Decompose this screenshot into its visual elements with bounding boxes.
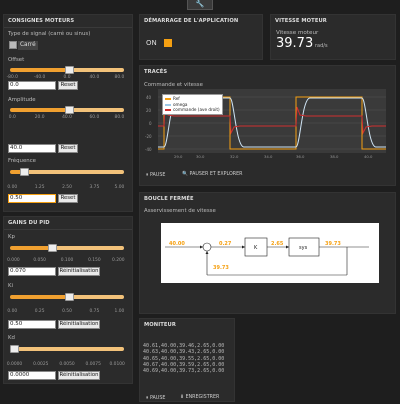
boucle-panel: BOUCLE FERMÉE Asservissement de vitesse … [139, 192, 396, 314]
moniteur-title: MONITEUR [144, 322, 176, 328]
ki-slider-thumb[interactable] [65, 293, 74, 301]
vitesse-value: 39.73 [276, 36, 314, 51]
moniteur-save-button[interactable]: ⬇ ENREGISTRER [180, 395, 220, 400]
kd-input[interactable]: 0.0000 [8, 371, 56, 380]
kp-input[interactable]: 0.070 [8, 267, 56, 276]
svg-text:39.73: 39.73 [213, 265, 229, 271]
ki-label: Ki [8, 283, 14, 289]
traces-pause-export-button[interactable]: 🔍 PAUSER ET EXPLORER [182, 172, 243, 177]
signal-type-label: Type de signal (carré ou sinus) [8, 31, 91, 37]
moniteur-log: 40.61,40.00,39.46,2.65,0.00 40.63,40.00,… [143, 343, 224, 374]
ki-reset-button[interactable]: Réinitialisation [58, 320, 100, 329]
traces-plot: 40 20 0 -20 -40 29.0 30.0 32.0 34.0 36.0 38.0… [145, 89, 386, 159]
svg-text:30.0: 30.0 [196, 154, 205, 159]
on-toggle[interactable] [164, 39, 172, 47]
traces-pause-button[interactable]: ⏸ PAUSE [146, 173, 166, 178]
svg-text:29.0: 29.0 [174, 154, 183, 159]
svg-text:39.73: 39.73 [325, 241, 341, 247]
block-diagram: 40.00 0.27 K 2.65 sys 39.73 39.73 [161, 223, 379, 283]
consignes-panel: CONSIGNES MOTEURS Type de signal (carré … [3, 14, 133, 212]
svg-text:-20: -20 [145, 134, 152, 139]
moniteur-pause-button[interactable]: ⏸ PAUSE [146, 396, 166, 401]
legend-ref: Ref [165, 96, 220, 102]
vitesse-unit: rad/s [315, 43, 328, 49]
vitesse-label: Vitesse moteur [276, 30, 319, 36]
kp-label: Kp [8, 234, 15, 240]
legend-commande: commande (ave droit) [165, 107, 220, 113]
traces-subtitle: Commande et vitesse [144, 82, 203, 88]
boucle-subtitle: Asservissement de vitesse [144, 208, 216, 214]
frequence-reset-button[interactable]: Reset [58, 194, 78, 203]
gains-title: GAINS DU PID [4, 217, 132, 230]
log-line: 40.63,40.00,39.43,2.65,0.00 [143, 349, 225, 356]
svg-text:20: 20 [146, 108, 152, 113]
offset-label: Offset [8, 57, 25, 63]
wrench-icon: 🔧 [195, 0, 205, 8]
amplitude-slider[interactable] [10, 106, 124, 114]
log-line: 40.61,40.00,39.46,2.65,0.00 [143, 343, 225, 349]
offset-input[interactable]: 0.0 [8, 81, 56, 90]
amplitude-reset-button[interactable]: Reset [58, 144, 78, 153]
traces-legend: Ref omega commande (ave droit) [162, 94, 223, 115]
demarrage-title: DÉMARRAGE DE L'APPLICATION [144, 18, 239, 24]
offset-slider[interactable] [10, 66, 124, 74]
legend-omega: omega [165, 102, 220, 108]
log-line: 40.69,40.00,39.73,2.65,0.00 [143, 368, 225, 375]
kp-reset-button[interactable]: Réinitialisation [58, 267, 100, 276]
svg-text:sys: sys [299, 245, 308, 251]
kp-slider-thumb[interactable] [48, 244, 57, 252]
svg-text:36.0: 36.0 [296, 154, 305, 159]
frequence-input[interactable]: 0.50 [8, 194, 56, 203]
svg-text:0.27: 0.27 [219, 241, 232, 247]
offset-reset-button[interactable]: Reset [58, 81, 78, 90]
kp-slider[interactable] [10, 244, 124, 252]
pause-icon: ⏸ [146, 396, 149, 401]
frequence-slider-thumb[interactable] [20, 168, 29, 176]
amplitude-input[interactable]: 40.0 [8, 144, 56, 153]
settings-button[interactable]: 🔧 [187, 0, 213, 10]
svg-text:40: 40 [146, 95, 152, 100]
consignes-title: CONSIGNES MOTEURS [4, 15, 132, 28]
kd-reset-button[interactable]: Réinitialisation [58, 371, 100, 380]
moniteur-panel: MONITEUR 40.61,40.00,39.46,2.65,0.00 40.… [139, 318, 235, 402]
ki-input[interactable]: 0.50 [8, 320, 56, 329]
pause-icon: ⏸ [146, 173, 149, 178]
ki-slider[interactable] [10, 293, 124, 301]
amplitude-slider-thumb[interactable] [65, 106, 74, 114]
traces-panel: TRACÉS Commande et vitesse 40 20 0 -20 -40… [139, 65, 396, 186]
signal-type-value: Carré [18, 40, 38, 50]
svg-text:38.0: 38.0 [330, 154, 339, 159]
svg-text:34.0: 34.0 [264, 154, 273, 159]
svg-text:0: 0 [149, 121, 152, 126]
boucle-title: BOUCLE FERMÉE [144, 196, 194, 202]
log-line: 40.65,40.00,39.55,2.65,0.00 [143, 355, 225, 362]
log-line: 40.67,40.00,39.59,2.65,0.00 [143, 361, 225, 368]
kd-label: Kd [8, 335, 15, 341]
signal-type-checkbox[interactable] [9, 41, 17, 49]
kd-slider-thumb[interactable] [10, 345, 19, 353]
amplitude-label: Amplitude [8, 97, 36, 103]
demarrage-panel: DÉMARRAGE DE L'APPLICATION ON [139, 14, 263, 60]
offset-slider-thumb[interactable] [65, 66, 74, 74]
gains-panel: GAINS DU PID Kp 0.000 0.050 0.100 0.150 0.20… [3, 216, 133, 384]
svg-text:40.0: 40.0 [364, 154, 373, 159]
download-icon: ⬇ [180, 395, 185, 400]
svg-text:40.00: 40.00 [169, 241, 185, 247]
svg-text:2.65: 2.65 [271, 241, 284, 247]
vitesse-title: VITESSE MOTEUR [275, 18, 327, 24]
traces-title: TRACÉS [144, 69, 168, 75]
kd-slider[interactable] [10, 345, 124, 353]
svg-text:-40: -40 [145, 147, 152, 152]
frequence-label: Fréquence [8, 158, 36, 164]
frequence-slider[interactable] [10, 168, 124, 176]
search-icon: 🔍 [182, 172, 188, 177]
svg-text:32.0: 32.0 [230, 154, 239, 159]
vitesse-panel: VITESSE MOTEUR Vitesse moteur 39.73 rad/… [270, 14, 396, 60]
on-label: ON [146, 39, 157, 47]
svg-text:K: K [254, 245, 258, 251]
